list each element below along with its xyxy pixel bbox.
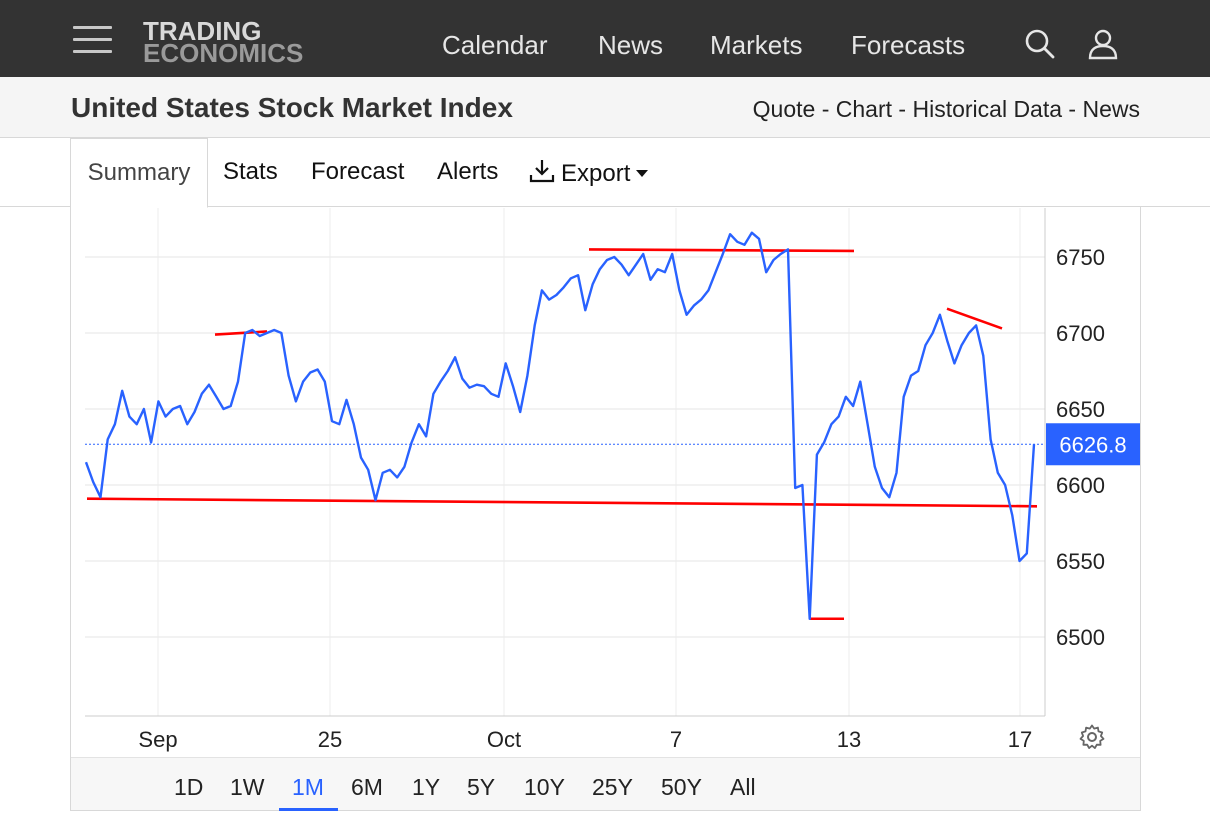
range-1y[interactable]: 1Y xyxy=(412,774,441,800)
link-separator: - xyxy=(815,96,836,122)
range-5y[interactable]: 5Y xyxy=(467,774,496,800)
range-1m[interactable]: 1M xyxy=(292,774,324,800)
tab-forecast[interactable]: Forecast xyxy=(311,158,405,185)
trading-economics-logo[interactable]: TRADING ECONOMICS xyxy=(143,16,304,68)
nav-calendar[interactable]: Calendar xyxy=(442,30,548,60)
search-icon[interactable] xyxy=(1024,28,1056,60)
chart-tabs: Summary Stats Forecast Alerts Export xyxy=(0,138,1210,208)
page-title: United States Stock Market Index xyxy=(71,92,513,123)
range-6m[interactable]: 6M xyxy=(351,774,383,800)
gear-icon[interactable] xyxy=(1079,724,1105,750)
range-10y[interactable]: 10Y xyxy=(524,774,565,800)
range-1d[interactable]: 1D xyxy=(174,774,204,800)
range-selector: 1D 1W 1M 6M 1Y 5Y 10Y 25Y 50Y All xyxy=(71,757,1140,811)
download-icon xyxy=(529,158,555,191)
link-separator: - xyxy=(1062,96,1083,122)
nav-news[interactable]: News xyxy=(598,30,664,60)
link-quote[interactable]: Quote xyxy=(752,96,816,122)
export-button[interactable]: Export xyxy=(529,158,649,191)
nav-forecasts[interactable]: Forecasts xyxy=(851,30,966,60)
range-all[interactable]: All xyxy=(730,774,756,800)
tab-summary[interactable]: Summary xyxy=(70,138,208,208)
tab-alerts[interactable]: Alerts xyxy=(437,158,499,185)
link-historical-data[interactable]: Historical Data xyxy=(912,96,1063,122)
caret-down-icon xyxy=(636,170,649,177)
link-separator: - xyxy=(892,96,913,122)
range-50y[interactable]: 50Y xyxy=(661,774,702,800)
nav-markets[interactable]: Markets xyxy=(710,30,803,60)
top-navigation-bar: TRADING ECONOMICS Calendar News Markets … xyxy=(0,0,1210,77)
logo-line-2: ECONOMICS xyxy=(143,38,304,68)
logo-line-1: TRADING xyxy=(143,16,262,46)
chart-container xyxy=(70,207,1141,811)
page-header: United States Stock Market Index Quote -… xyxy=(0,77,1210,138)
link-news[interactable]: News xyxy=(1082,96,1140,122)
hamburger-icon[interactable] xyxy=(73,26,112,56)
range-1w[interactable]: 1W xyxy=(230,774,265,800)
export-label: Export xyxy=(561,160,631,187)
tab-stats[interactable]: Stats xyxy=(223,158,278,185)
user-icon[interactable] xyxy=(1087,28,1119,60)
link-chart[interactable]: Chart xyxy=(835,96,893,122)
header-links: Quote - Chart - Historical Data - News xyxy=(753,96,1140,123)
range-selected-underline xyxy=(279,808,338,811)
range-25y[interactable]: 25Y xyxy=(592,774,633,800)
